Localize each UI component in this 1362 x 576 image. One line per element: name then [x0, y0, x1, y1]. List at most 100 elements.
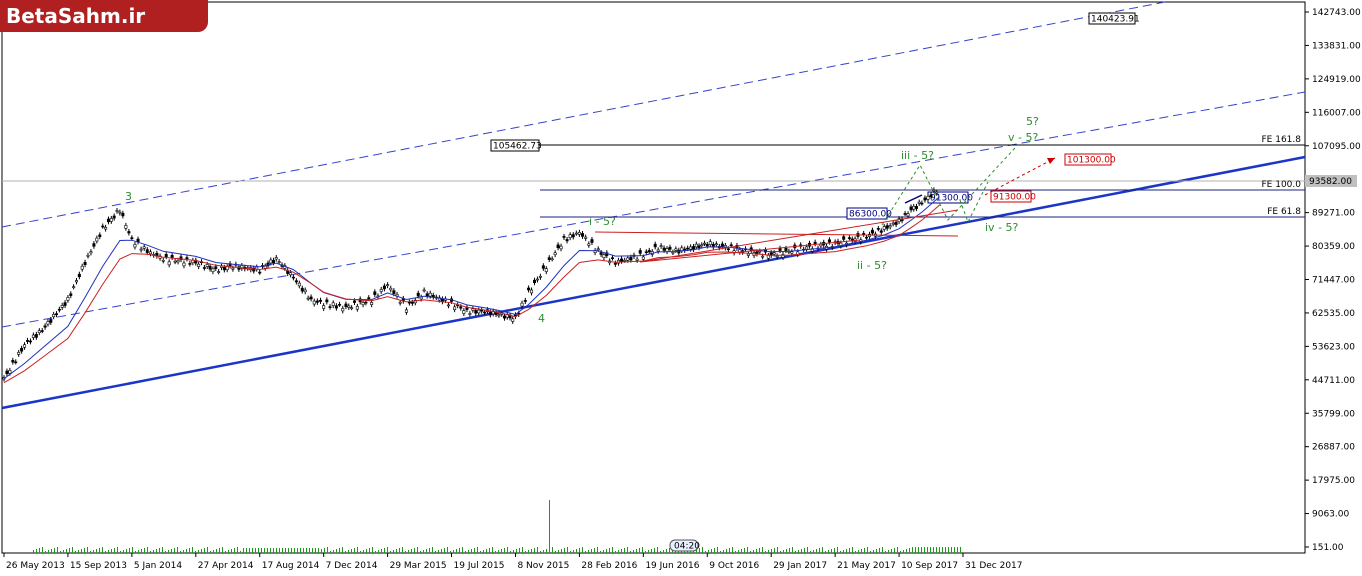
volume-bar [948, 547, 949, 553]
volume-bar [111, 549, 112, 553]
wave-label: iii - 5? [901, 149, 934, 162]
x-tick-label: 31 Dec 2017 [965, 561, 1023, 571]
volume-bar [669, 548, 670, 553]
candle-body [188, 263, 192, 265]
volume-bar [696, 549, 697, 553]
volume-bar [492, 547, 493, 553]
candle-body [729, 244, 733, 247]
candle-body [300, 287, 304, 292]
price-box-label: 140423.91 [1091, 15, 1140, 25]
candle-body [176, 260, 180, 263]
volume-bar [531, 549, 532, 553]
candle-body [882, 226, 886, 230]
candle-body [334, 305, 338, 309]
candle-body [581, 233, 585, 237]
volume-bar [315, 548, 316, 553]
candle-body [66, 297, 70, 301]
volume-bar [426, 549, 427, 553]
volume-bar [570, 551, 571, 553]
candle-body [173, 260, 177, 263]
candle-body [541, 265, 545, 269]
volume-bar [264, 548, 265, 553]
candle-body [726, 248, 730, 251]
volume-bar [516, 549, 517, 553]
volume-bar [195, 551, 196, 553]
volume-bar [534, 548, 535, 553]
volume-bar [180, 551, 181, 553]
volume-bar [81, 549, 82, 553]
volume-bar [72, 547, 73, 553]
candle-body [197, 263, 201, 267]
candle-body [55, 313, 59, 315]
volume-bar [300, 548, 301, 553]
volume-bar [474, 548, 475, 553]
volume-bar [753, 550, 754, 553]
volume-bar [654, 548, 655, 553]
candle-body [124, 225, 128, 229]
fe161-price-box [490, 139, 540, 152]
candle-body [98, 234, 102, 237]
volume-bar [93, 550, 94, 553]
candle-body [483, 311, 487, 314]
volume-bar [138, 550, 139, 553]
volume-bar [942, 547, 943, 553]
wave-label: i - 5? [589, 215, 616, 228]
candle-body [462, 310, 466, 314]
volume-bar [852, 547, 853, 553]
volume-bar [246, 548, 247, 553]
volume-bar [900, 551, 901, 553]
volume-bar [438, 550, 439, 553]
candle-body [647, 250, 651, 253]
volume-bar [645, 551, 646, 553]
volume-bar [894, 548, 895, 553]
volume-bar [489, 548, 490, 553]
volume-bar [378, 550, 379, 553]
candle-body [422, 289, 426, 292]
volume-bar [432, 547, 433, 553]
volume-bar [144, 548, 145, 553]
candle-body [559, 245, 563, 250]
candle-body [477, 309, 481, 314]
volume-bar [507, 547, 508, 553]
volume-bar [558, 550, 559, 553]
volume-bar [249, 548, 250, 553]
candle-body [437, 297, 441, 301]
candle-body [258, 271, 262, 274]
volume-bar [564, 548, 565, 553]
volume-bar [183, 550, 184, 553]
ma-fast-line [3, 196, 940, 380]
volume-bar [609, 548, 610, 553]
wave-label: 4 [538, 312, 545, 325]
volume-bar [786, 549, 787, 553]
x-tick-label: 8 Nov 2015 [517, 561, 569, 571]
volume-bar [912, 547, 913, 553]
volume-bar [282, 548, 283, 553]
candle-body [11, 360, 15, 363]
volume-bar [423, 550, 424, 553]
volume-bar [177, 547, 178, 553]
candle-body [459, 306, 463, 309]
candle-body [653, 243, 657, 248]
volume-bar [525, 551, 526, 553]
candle-body [474, 310, 478, 314]
wave-label: 5? [1026, 115, 1039, 128]
volume-bar [153, 550, 154, 553]
volume-bar [513, 550, 514, 553]
volume-bar [657, 547, 658, 553]
candle-body [370, 302, 374, 306]
x-tick-label: 21 May 2017 [837, 561, 896, 571]
volume-bar [744, 548, 745, 553]
volume-bar [633, 550, 634, 553]
volume-bar [84, 548, 85, 553]
candle-body [164, 254, 168, 257]
candle-body [386, 284, 390, 286]
candle-body [5, 370, 9, 375]
volume-bar [576, 549, 577, 553]
volume-bar [369, 548, 370, 553]
volume-bar [699, 548, 700, 553]
volume-bar [363, 550, 364, 553]
fe-level-label: FE 161.8 [1262, 135, 1302, 145]
volume-bar [255, 548, 256, 553]
y-tick-label: 53623.00 [1312, 342, 1355, 352]
